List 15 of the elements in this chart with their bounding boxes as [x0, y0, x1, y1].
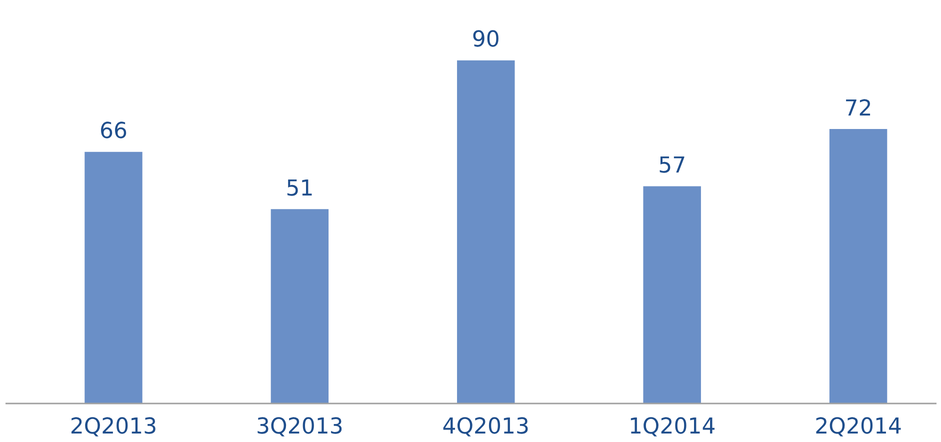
data-label: 90: [472, 28, 500, 53]
bar: [84, 152, 142, 404]
bar: [457, 60, 515, 404]
x-tick-label: 2Q2014: [814, 414, 902, 440]
x-tick-label: 1Q2014: [628, 414, 716, 440]
data-label: 57: [658, 153, 686, 178]
bar: [829, 129, 888, 404]
x-tick-label: 3Q2013: [256, 414, 344, 440]
x-tick-label: 2Q2013: [70, 414, 158, 440]
data-label: 72: [844, 96, 872, 122]
data-label: 66: [100, 119, 128, 144]
data-label: 51: [286, 176, 314, 202]
bar: [270, 209, 329, 404]
bar: [643, 186, 701, 404]
x-tick-label: 4Q2013: [442, 414, 530, 440]
